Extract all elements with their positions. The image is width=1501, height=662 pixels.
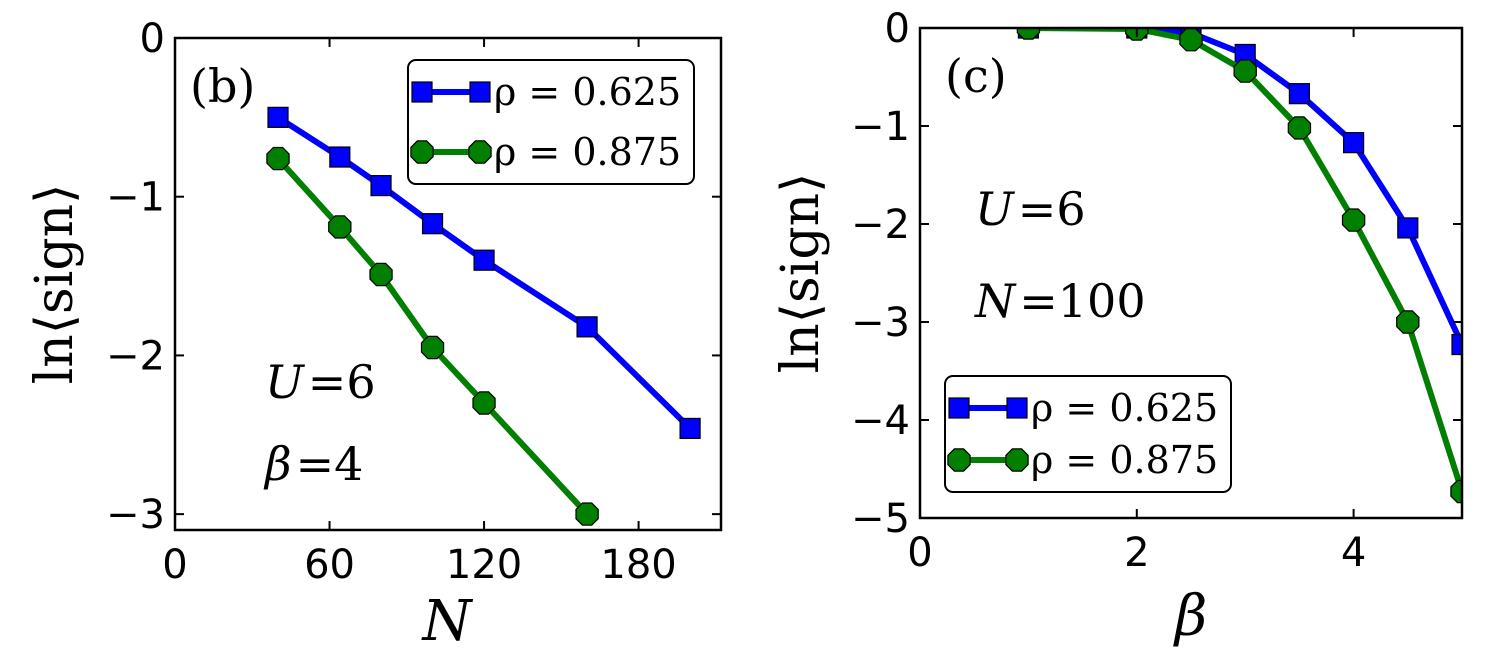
series-line [275, 156, 590, 517]
data-point [420, 335, 445, 360]
data-point [472, 391, 496, 415]
data-point [266, 146, 290, 171]
data-point [421, 213, 444, 235]
data-point [1341, 208, 1366, 232]
legend-marker [947, 448, 971, 472]
y-tick-label: 0 [885, 6, 910, 52]
data-point [1016, 28, 1041, 40]
data-point [1396, 310, 1420, 334]
legend-label: ρ = 0.875 [1031, 438, 1218, 482]
data-point [473, 249, 495, 271]
data-point [1451, 333, 1462, 356]
panel-b-axes-frame [173, 36, 723, 532]
data-point [1179, 28, 1203, 52]
y-tick-label: −2 [106, 333, 165, 379]
y-tick-label: −1 [106, 175, 165, 221]
data-point [1288, 83, 1311, 105]
panel-b-annotation-beta: β=4 [263, 437, 363, 491]
data-point [1287, 116, 1312, 140]
panel-c-annotation-u: U=6 [975, 182, 1086, 236]
series-rho-0875 [266, 146, 599, 526]
data-point [1397, 217, 1419, 239]
legend-marker [1006, 397, 1028, 419]
panel-b-x-axis-label: N [421, 589, 474, 654]
legend-marker [469, 81, 491, 103]
panel-b-y-axis-label: ln⟨sign⟩ [25, 184, 85, 385]
y-tick-label: −3 [106, 492, 165, 538]
legend-marker [948, 397, 970, 419]
panel-c-x-axis-label: β [1173, 584, 1207, 649]
panel-b-chart: (b) U=6 β=4 N ln⟨sign⟩ ρ = 0.625 ρ = 0.87… [25, 16, 723, 654]
legend-marker [468, 140, 492, 164]
data-point [576, 316, 598, 338]
panel-c-label: (c) [945, 49, 1007, 103]
x-tick-label: 4 [1341, 530, 1366, 576]
panel-b-annotation-u: U=6 [265, 355, 376, 409]
legend-marker [1005, 448, 1029, 472]
panel-c-axes-frame [918, 26, 1464, 520]
x-tick-label: 60 [304, 542, 355, 588]
data-point [267, 106, 289, 128]
y-tick-label: 0 [140, 16, 165, 62]
x-tick-label: 0 [162, 542, 187, 588]
panel-c-ticks: 0 2 4 0 −1 −2 −3 −4 −5 [851, 6, 1462, 576]
x-tick-label: 2 [1124, 530, 1149, 576]
legend-marker [410, 140, 434, 164]
x-tick-label: 120 [446, 542, 522, 588]
series-rho-0625 [267, 106, 701, 440]
y-tick-label: −2 [851, 202, 910, 248]
data-point [1342, 132, 1365, 154]
series-rho-0875 [1016, 28, 1462, 504]
legend-label: ρ = 0.625 [494, 70, 681, 114]
data-point [1450, 479, 1462, 504]
data-point [328, 215, 352, 239]
legend-label: ρ = 0.625 [1031, 386, 1218, 430]
data-point [370, 175, 392, 197]
panel-c-y-axis-label: ln⟨sign⟩ [771, 173, 831, 374]
y-tick-label: −3 [851, 300, 910, 346]
x-tick-label: 180 [600, 542, 676, 588]
panel-b-label: (b) [190, 59, 255, 113]
data-point [369, 262, 393, 287]
x-tick-label: 0 [907, 530, 932, 576]
data-point [1233, 59, 1257, 83]
legend-marker [411, 81, 433, 103]
y-tick-label: −5 [851, 496, 910, 542]
panel-b-legend: ρ = 0.625 ρ = 0.875 [407, 59, 695, 185]
panel-b-ticks: 0 60 120 180 0 −1 −2 −3 [106, 16, 721, 588]
panel-c-annotation-n: N=100 [974, 274, 1146, 328]
legend-label: ρ = 0.875 [494, 130, 681, 174]
y-tick-label: −4 [851, 398, 910, 444]
data-point [575, 502, 599, 526]
y-tick-label: −1 [851, 104, 910, 150]
data-point [329, 146, 351, 168]
data-point [679, 417, 701, 440]
panel-c-legend: ρ = 0.625 ρ = 0.875 [944, 375, 1232, 493]
